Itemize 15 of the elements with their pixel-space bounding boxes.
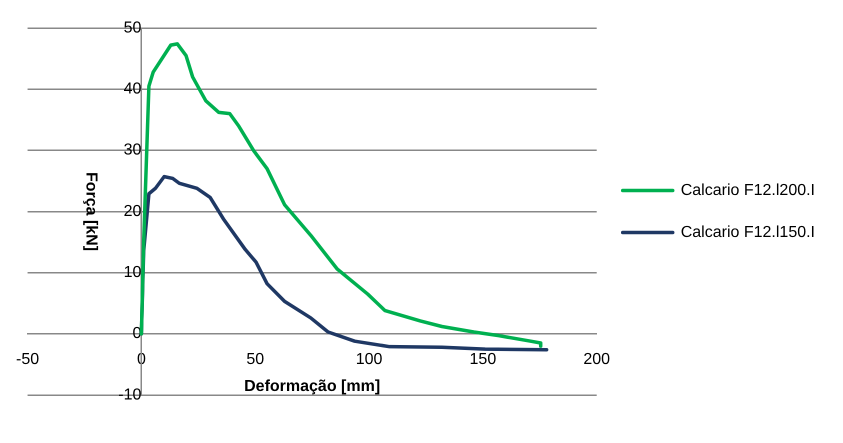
y-tick-label: 20 [124, 202, 142, 220]
x-tick-label: 50 [246, 350, 264, 368]
x-tick-label: 100 [356, 350, 382, 368]
legend-label: Calcario F12.l200.I [680, 182, 816, 199]
x-tick-label: 150 [470, 350, 496, 368]
legend-label: Calcario F12.l150.I [680, 224, 816, 241]
y-tick-label: 50 [124, 19, 142, 36]
x-axis-title: Deformação [mm] [244, 378, 380, 396]
x-tick-label: 200 [583, 350, 610, 368]
x-tick-label: -50 [16, 350, 40, 368]
y-tick-label: 30 [124, 142, 142, 159]
y-tick-label: -10 [118, 386, 142, 404]
y-tick-label: 10 [124, 264, 142, 282]
y-axis-title: Força [kN] [82, 172, 100, 252]
y-tick-label: 40 [124, 80, 142, 98]
